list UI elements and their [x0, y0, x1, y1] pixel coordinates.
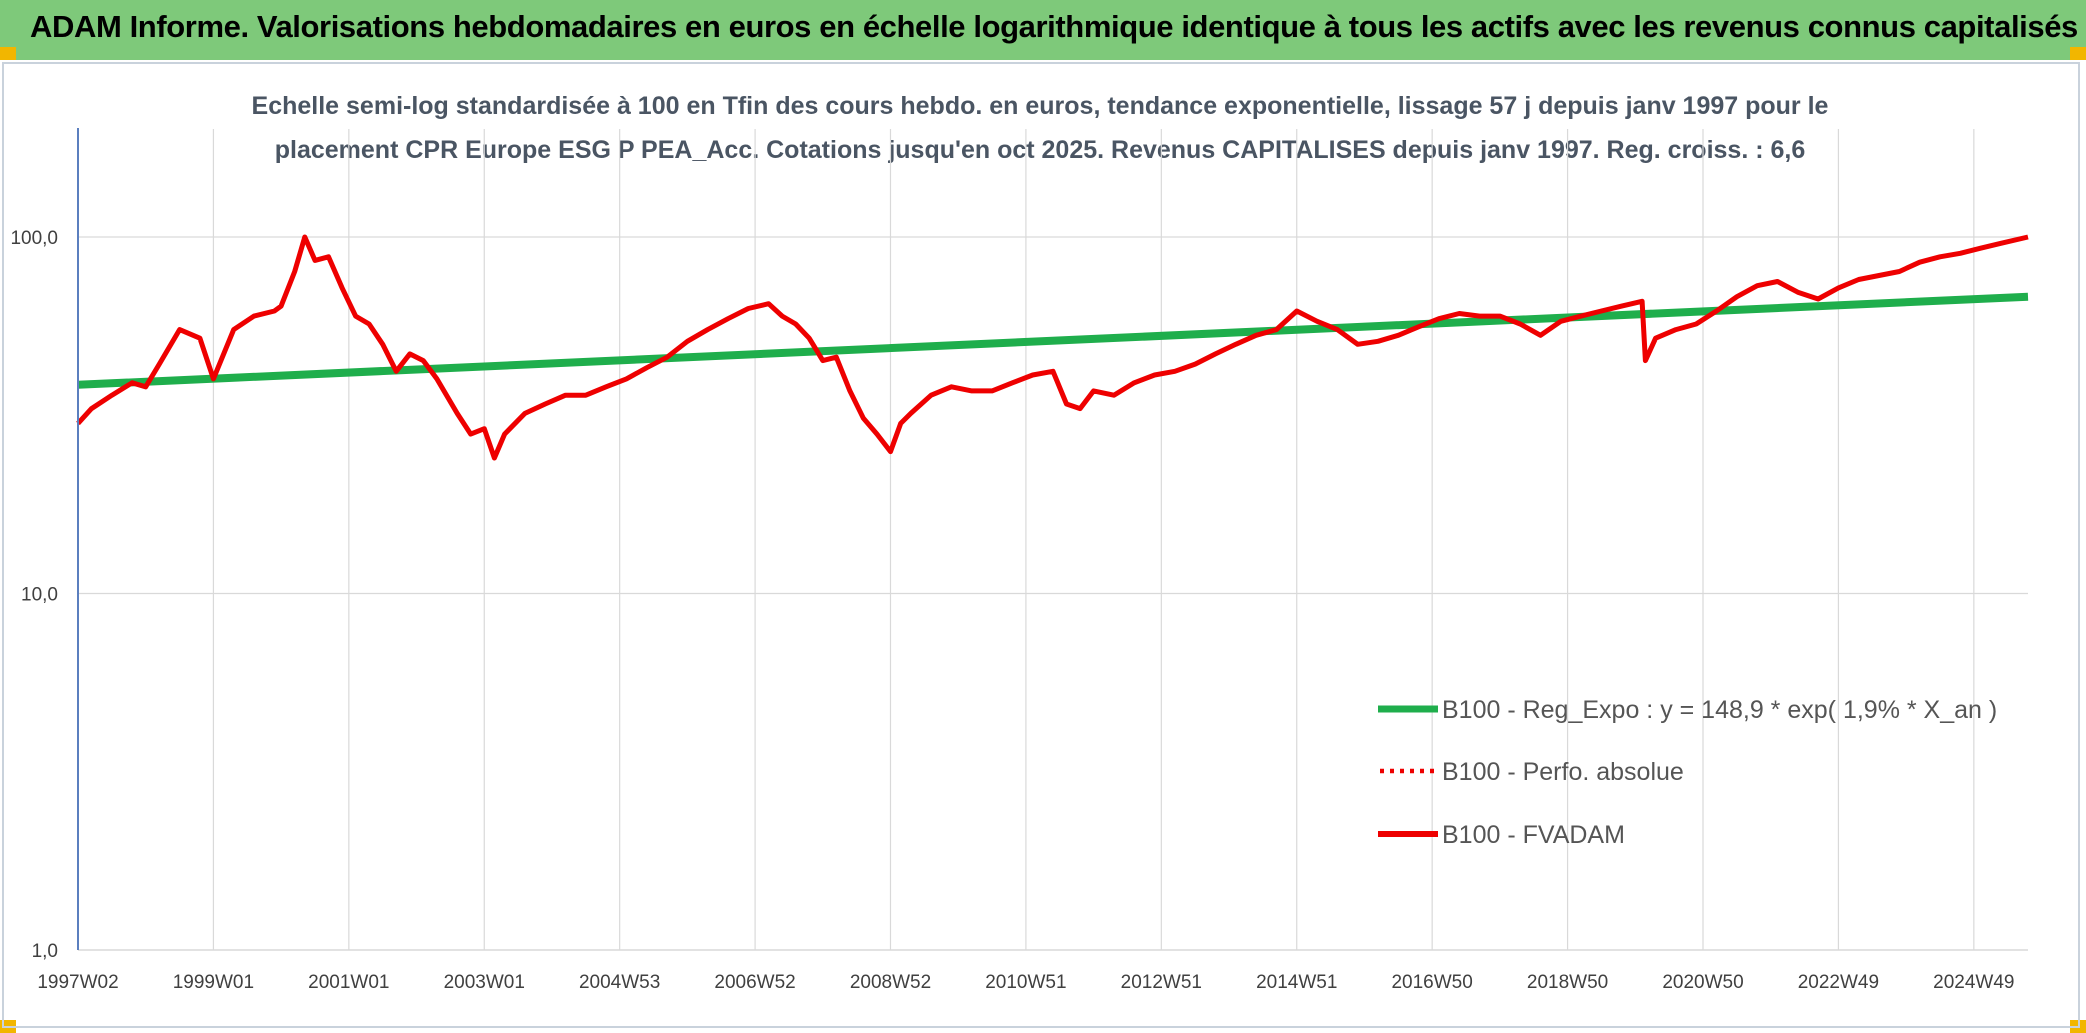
- chart-frame: [2, 62, 2080, 1028]
- corner-marker: [0, 47, 16, 60]
- x-tick-label: 2010W51: [985, 972, 1066, 993]
- x-tick-label: 2001W01: [308, 972, 389, 993]
- legend: B100 - Reg_Expo : y = 148,9 * exp( 1,9% …: [1378, 696, 1997, 849]
- x-tick-label: 2016W50: [1391, 972, 1472, 993]
- y-tick-label: 100,0: [10, 228, 58, 249]
- y-tick-label: 10,0: [21, 585, 58, 606]
- x-tick-label: 2006W52: [714, 972, 795, 993]
- x-tick-label: 2022W49: [1798, 972, 1879, 993]
- x-tick-label: 2008W52: [850, 972, 931, 993]
- chart-title-line-1: Echelle semi-log standardisée à 100 en T…: [252, 92, 1829, 120]
- x-tick-label: 2004W53: [579, 972, 660, 993]
- x-tick-label: 1999W01: [173, 972, 254, 993]
- legend-entry-fvadam-label: B100 - FVADAM: [1442, 821, 1625, 849]
- x-tick-label: 1997W02: [37, 972, 118, 993]
- x-tick-label: 2014W51: [1256, 972, 1337, 993]
- grid-lines: [78, 129, 2028, 951]
- regression-line: [77, 292, 2029, 389]
- y-tick-label: 1,0: [32, 941, 58, 962]
- series-lines: [76, 234, 2029, 461]
- page-title: ADAM Informe. Valorisations hebdomadaire…: [30, 9, 2078, 44]
- corner-marker: [2070, 47, 2086, 60]
- legend-entry-perfo-absolue-label: B100 - Perfo. absolue: [1442, 758, 1684, 786]
- x-tick-label: 2012W51: [1121, 972, 1202, 993]
- chart-title-line-2: placement CPR Europe ESG P PEA_Acc. Cota…: [275, 136, 1806, 164]
- fvadam-line: [76, 234, 2029, 461]
- axes: 100,0 10,0 1,0 1997W02 1999W01 2001W01 2003W01…: [10, 128, 2015, 993]
- x-tick-label: 2020W50: [1662, 972, 1743, 993]
- x-tick-label: 2024W49: [1933, 972, 2014, 993]
- legend-entry-reg-expo-label: B100 - Reg_Expo : y = 148,9 * exp( 1,9% …: [1442, 696, 1997, 724]
- x-tick-label: 2018W50: [1527, 972, 1608, 993]
- x-tick-label: 2003W01: [444, 972, 525, 993]
- header-banner: ADAM Informe. Valorisations hebdomadaire…: [0, 0, 2086, 60]
